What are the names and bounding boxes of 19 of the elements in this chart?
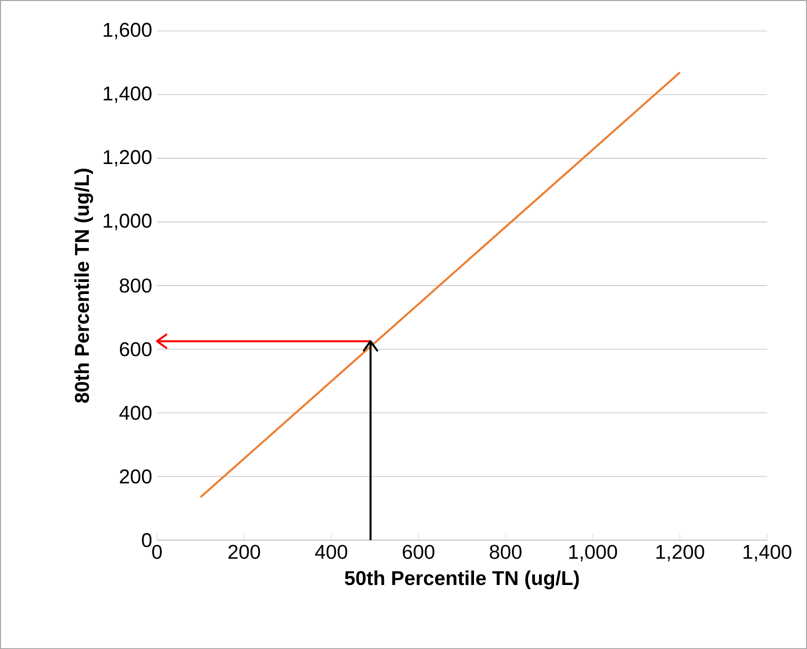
x-tick-label: 0 <box>152 544 162 559</box>
y-axis-title: 80th Percentile TN (ug/L) <box>74 168 94 403</box>
x-tick-label: 1,000 <box>569 544 618 562</box>
y-tick-label: 200 <box>120 469 152 484</box>
x-axis-title: 50th Percentile TN (ug/L) <box>344 570 579 590</box>
y-tick-label: 600 <box>120 342 152 356</box>
y-tick-label: 1,400 <box>104 86 152 103</box>
x-tick-label: 200 <box>228 544 260 559</box>
y-tick-label: 1,000 <box>104 214 152 230</box>
y-tick-label: 1,600 <box>104 22 152 40</box>
x-tick-label: 400 <box>315 544 348 559</box>
y-tick-label: 400 <box>119 406 152 420</box>
y-tick-label: 0 <box>142 532 152 548</box>
x-tick-label: 1,400 <box>744 544 792 562</box>
y-tick-label: 1,200 <box>104 150 152 167</box>
x-tick-label: 800 <box>490 544 522 559</box>
x-tick-label: 1,200 <box>656 544 704 562</box>
x-tick-label: 600 <box>402 544 434 559</box>
y-tick-label: 800 <box>120 278 152 293</box>
